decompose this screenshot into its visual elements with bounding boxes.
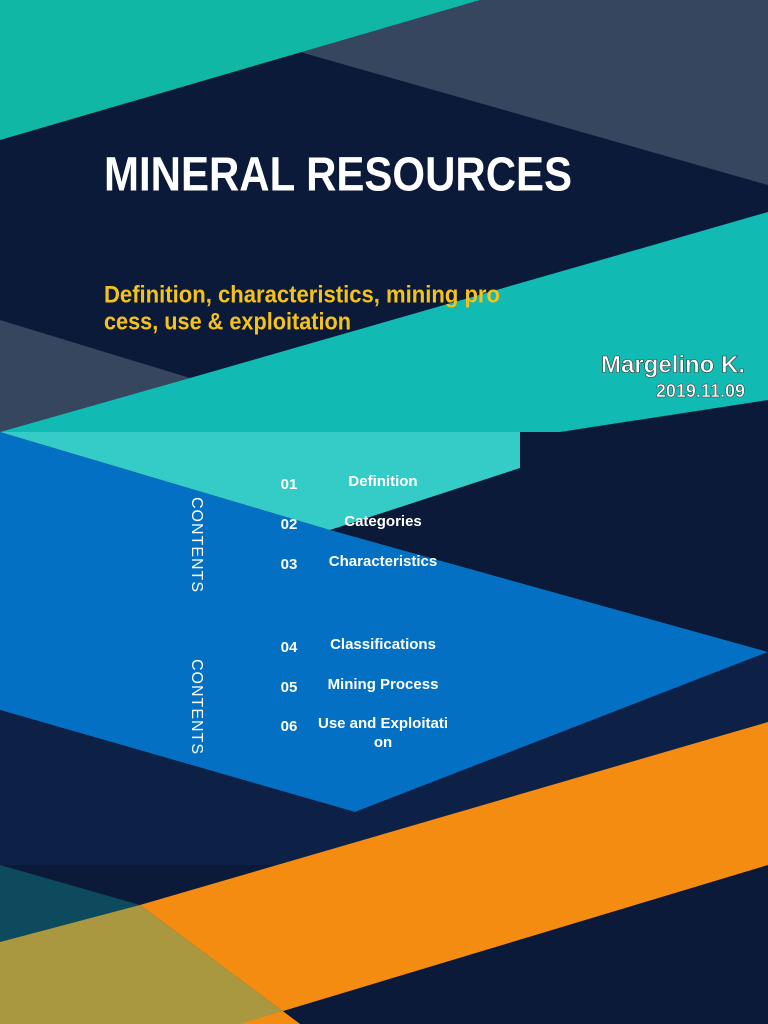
- item-number: 03: [281, 556, 298, 573]
- item-number: 01: [281, 476, 298, 493]
- subtitle: cess, use & exploitation: [104, 308, 351, 335]
- item-number: 02: [281, 516, 298, 533]
- contents-label: CONTENTS: [188, 659, 205, 755]
- item-number: 06: [281, 718, 298, 735]
- author: Margelino K.: [601, 351, 745, 378]
- item-label: Definition: [348, 473, 417, 490]
- item-label: Characteristics: [329, 553, 437, 570]
- date: 2019.11.09: [656, 381, 745, 401]
- item-number: 04: [281, 639, 298, 656]
- item-label: Use and Exploitati: [318, 715, 448, 732]
- contents-label: CONTENTS: [188, 497, 205, 593]
- item-label: Classifications: [330, 636, 436, 653]
- item-label: Categories: [344, 513, 422, 530]
- subtitle: Definition, characteristics, mining pro: [104, 281, 500, 308]
- title: MINERAL RESOURCES: [104, 149, 572, 202]
- item-number: 05: [281, 679, 298, 696]
- item-label: on: [374, 734, 392, 751]
- contents-list: 01 Definition 02 Categories 03 Characteristic…: [281, 473, 448, 751]
- item-label: Mining Process: [328, 676, 439, 693]
